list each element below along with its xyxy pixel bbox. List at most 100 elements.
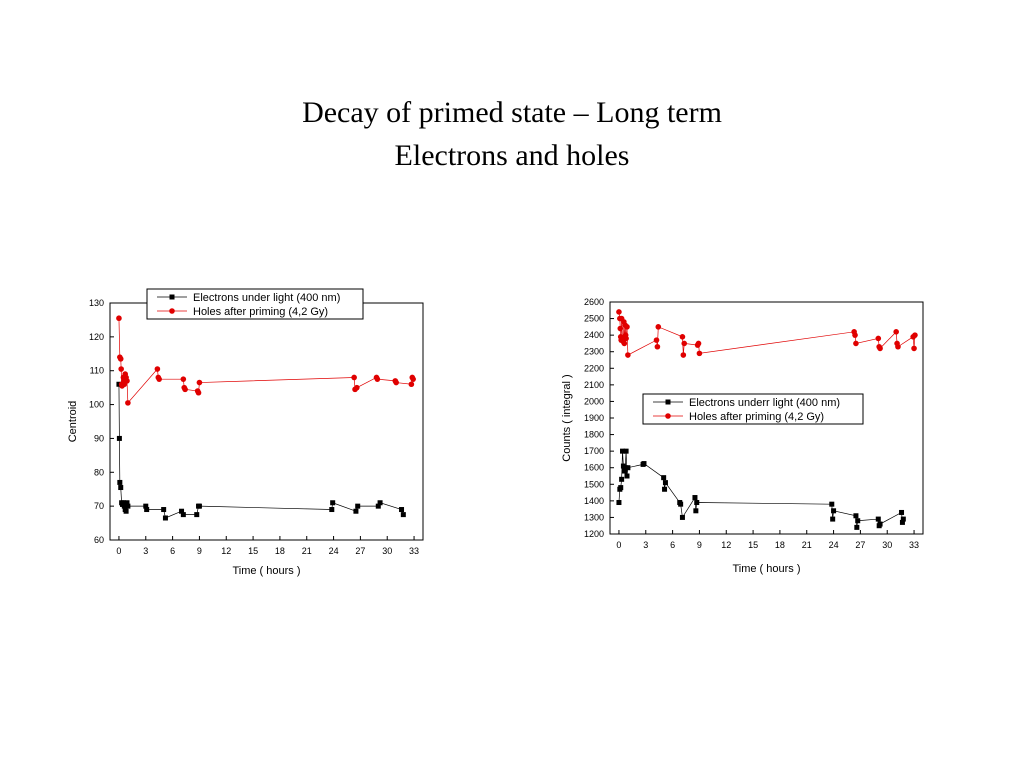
legend-entry-label: Electrons underr light (400 nm) — [689, 397, 840, 409]
legend-marker — [169, 294, 175, 300]
data-point — [374, 376, 381, 382]
data-point — [621, 468, 627, 474]
data-point — [123, 508, 129, 514]
data-point — [679, 334, 686, 340]
y-tick-label: 110 — [90, 366, 104, 376]
series-holes — [116, 315, 416, 406]
data-point — [182, 386, 188, 393]
y-axis-title: Counts ( integral ) — [561, 374, 573, 461]
data-point — [121, 503, 127, 509]
x-tick-label: 15 — [748, 540, 758, 550]
x-tick-label: 9 — [697, 540, 702, 550]
data-point — [179, 508, 185, 514]
series-line — [118, 318, 414, 404]
data-point — [854, 524, 860, 530]
y-tick-label: 1200 — [584, 529, 604, 539]
data-point — [194, 512, 200, 518]
y-tick-label: 2600 — [584, 297, 604, 307]
x-axis-title: Time ( hours ) — [232, 565, 300, 577]
data-point — [625, 465, 631, 471]
legend-entry-label: Holes after priming (4,2 Gy) — [689, 411, 824, 423]
y-tick-label: 2300 — [584, 347, 604, 357]
series-electrons — [616, 448, 906, 530]
data-point — [393, 379, 399, 386]
data-point — [124, 378, 130, 384]
x-tick-label: 18 — [775, 540, 785, 550]
x-tick-label: 30 — [882, 540, 892, 550]
data-point — [852, 332, 858, 338]
data-point — [124, 500, 130, 506]
y-tick-label: 1700 — [584, 446, 604, 456]
slide-title-line-2: Electrons and holes — [394, 139, 630, 172]
data-point — [654, 343, 661, 350]
data-point — [116, 315, 122, 322]
data-point — [912, 332, 918, 338]
data-point — [196, 379, 203, 386]
x-tick-label: 3 — [143, 546, 148, 556]
x-tick-label: 21 — [302, 546, 312, 556]
data-point — [623, 448, 629, 454]
data-point — [681, 340, 688, 347]
data-point — [118, 485, 124, 491]
legend-box — [642, 393, 864, 425]
x-tick-label: 0 — [116, 546, 121, 556]
data-point — [829, 501, 835, 507]
slide-title-line-1: Decay of primed state – Long term — [302, 96, 722, 129]
data-point — [622, 465, 628, 471]
data-point — [117, 356, 124, 362]
data-point — [625, 352, 631, 358]
series-line — [118, 384, 404, 519]
data-point — [678, 501, 684, 507]
y-tick-label: 2500 — [584, 314, 604, 324]
data-point — [855, 518, 861, 524]
data-point — [617, 325, 624, 332]
data-point — [662, 480, 668, 486]
data-point — [329, 507, 335, 513]
x-tick-label: 12 — [721, 540, 731, 550]
data-point — [125, 503, 131, 509]
data-point — [624, 473, 630, 479]
data-point — [877, 521, 883, 527]
chart-2: 0 3 6 9 12 15 18 21 24 27 30 33 1200 1300 1400 1500 1600… — [561, 297, 924, 575]
y-tick-label: 2400 — [584, 330, 604, 340]
x-tick-label: 33 — [909, 540, 919, 550]
data-point — [375, 503, 381, 509]
data-point — [162, 515, 168, 521]
data-point — [695, 340, 702, 347]
legend: Electrons underr light (400 nm) Holes aft… — [642, 393, 864, 425]
data-point — [117, 479, 123, 485]
data-point — [899, 509, 905, 515]
x-tick-label: 6 — [170, 546, 175, 556]
data-point — [623, 335, 629, 342]
y-tick-label: 1500 — [584, 479, 604, 489]
y-tick-label: 1900 — [584, 413, 604, 423]
data-point — [618, 485, 624, 491]
data-point — [161, 507, 167, 513]
data-point — [144, 507, 150, 513]
y-tick-label: 60 — [94, 535, 104, 545]
data-point — [620, 448, 626, 454]
x-tick-label: 21 — [802, 540, 812, 550]
data-point — [353, 508, 359, 514]
series-electrons — [116, 381, 406, 521]
data-point — [641, 461, 647, 467]
data-point — [830, 516, 836, 522]
data-point — [662, 486, 668, 492]
data-point — [853, 340, 859, 347]
legend-box — [146, 288, 364, 320]
data-point — [180, 512, 186, 518]
data-point — [655, 324, 662, 330]
x-tick-label: 27 — [855, 540, 865, 550]
data-point — [680, 352, 687, 358]
data-point — [621, 340, 628, 347]
data-point — [400, 512, 406, 518]
data-point — [875, 516, 881, 522]
data-point — [692, 495, 698, 501]
y-tick-label: 90 — [94, 433, 104, 443]
y-axis-title: Centroid — [67, 401, 79, 443]
data-point — [661, 475, 667, 481]
y-tick-label: 1600 — [584, 463, 604, 473]
x-tick-label: 12 — [221, 546, 231, 556]
y-tick-label: 2100 — [584, 380, 604, 390]
